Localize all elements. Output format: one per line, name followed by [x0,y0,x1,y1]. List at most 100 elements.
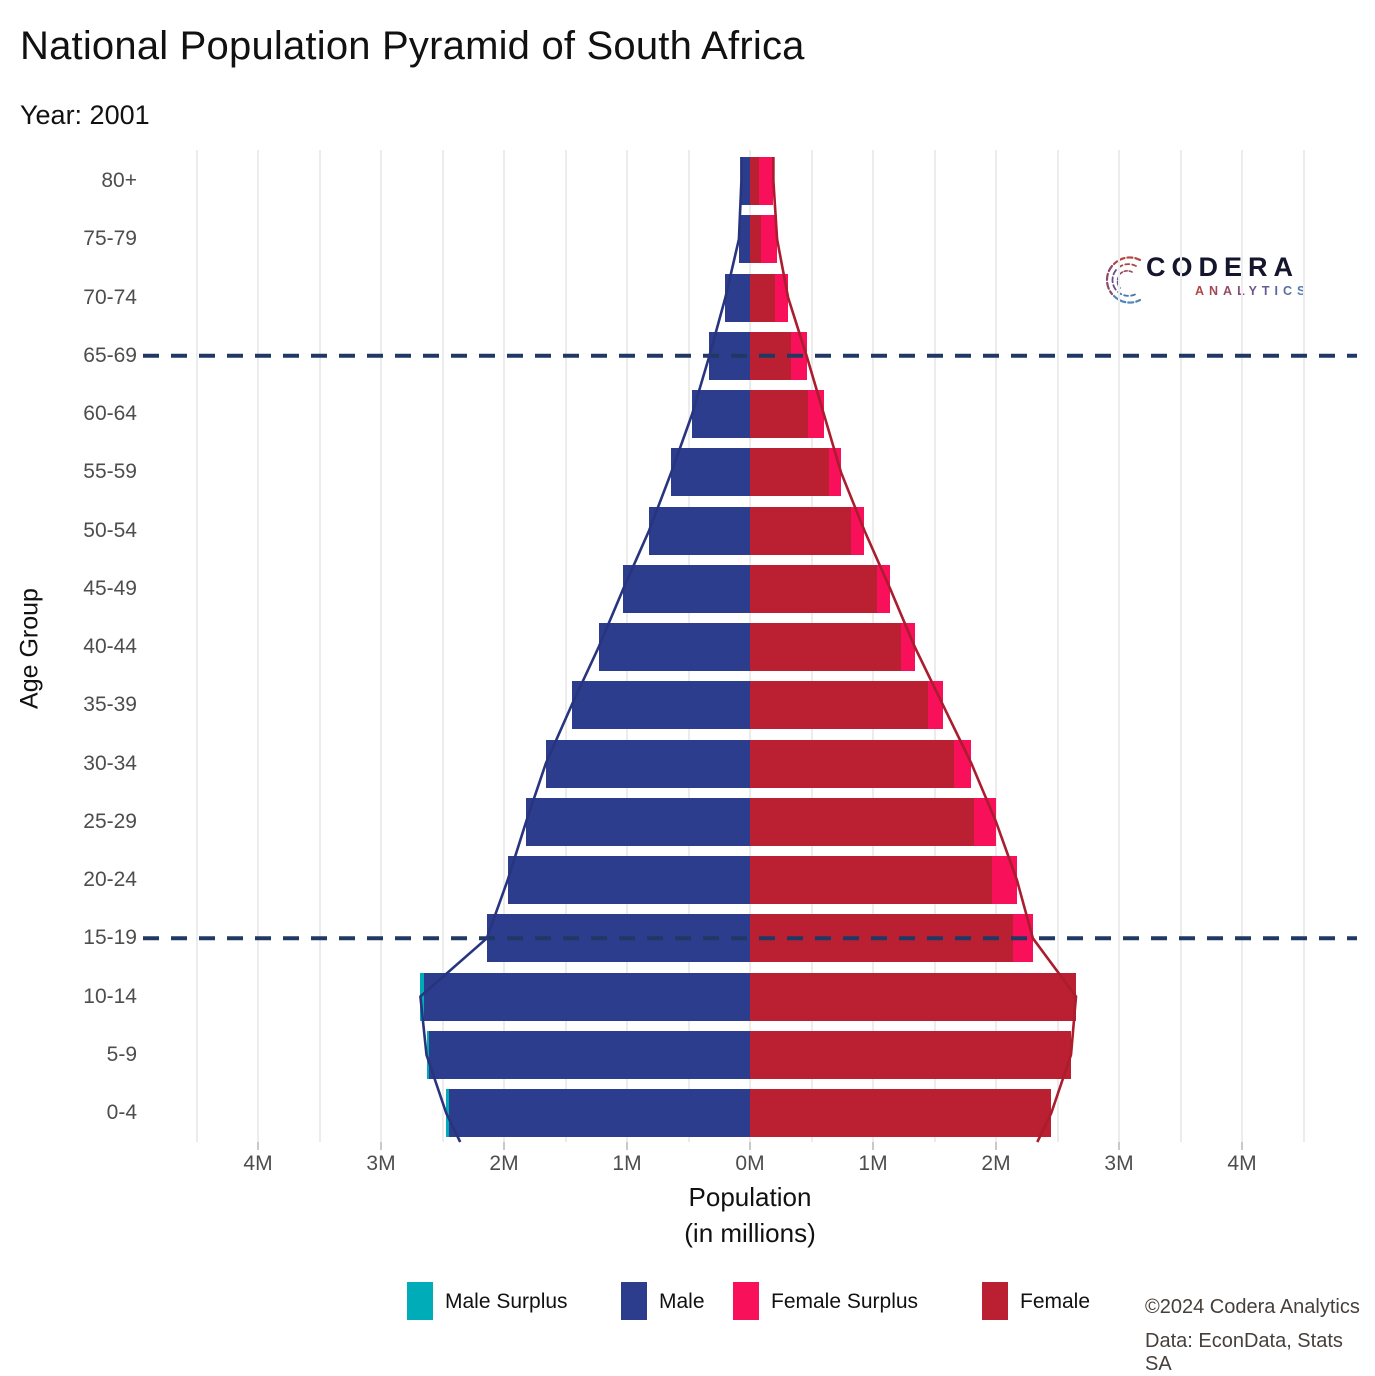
age-label-25-29: 25-29 [83,809,137,833]
x-tick-mark [872,1142,874,1150]
gridline [1118,150,1120,1142]
x-tick-mark [1241,1142,1243,1150]
female-bar-75-79 [750,215,762,264]
male-bar-80+ [741,157,750,205]
female-surplus-bar-30-34 [954,739,972,788]
x-tick-label: 0M [735,1152,765,1175]
female-surplus-bar-75-79 [761,215,778,264]
y-axis-title: Age Group [15,588,44,709]
female-bar-45-49 [750,564,877,613]
x-tick-label: 4M [243,1152,273,1175]
legend-swatch [621,1282,647,1320]
x-tick-label: 3M [366,1152,396,1175]
male-bar-75-79 [738,215,750,264]
male-bar-0-4 [448,1089,750,1137]
male-bar-45-49 [623,564,750,613]
female-surplus-bar-45-49 [876,564,891,613]
age-label-5-9: 5-9 [106,1042,137,1066]
male-bar-10-14 [424,972,750,1021]
age-label-60-64: 60-64 [83,402,137,425]
female-surplus-bar-20-24 [992,856,1017,904]
age-label-45-49: 45-49 [83,576,137,600]
male-bar-55-59 [671,448,750,497]
x-tick-mark [626,1142,628,1150]
x-tick-label: 2M [981,1152,1011,1175]
x-tick-label: 2M [489,1152,519,1175]
female-bar-55-59 [750,448,829,497]
male-bar-25-29 [526,797,750,846]
legend-label: Male [659,1290,705,1313]
x-tick-mark [380,1142,382,1150]
legend-label: Male Surplus [445,1290,568,1313]
legend-swatch [982,1282,1008,1320]
female-bar-25-29 [750,797,974,846]
age-label-40-44: 40-44 [83,635,137,658]
male-bar-50-54 [649,506,750,555]
x-tick-mark [995,1142,997,1150]
gridline [195,150,198,1142]
legend-swatch [407,1282,433,1320]
age-label-35-39: 35-39 [83,693,137,717]
gridline [257,150,259,1142]
gridline [1179,150,1182,1142]
female-bar-35-39 [750,681,929,730]
age-label-10-14: 10-14 [83,984,137,1008]
age-label-15-19: 15-19 [83,926,137,950]
female-bar-70-74 [750,273,775,322]
female-outline-curve [772,157,1078,1143]
female-surplus-bar-50-54 [850,506,865,555]
x-tick-label: 1M [612,1152,642,1175]
female-bar-0-4 [750,1089,1052,1137]
x-tick-label: 1M [858,1152,888,1175]
x-tick-label: 3M [1104,1152,1134,1175]
age-label-55-59: 55-59 [83,460,137,484]
age-label-65-69: 65-69 [83,343,137,367]
female-bar-40-44 [750,623,902,671]
age-label-20-24: 20-24 [83,868,137,891]
male-bar-20-24 [507,856,750,904]
male-bar-5-9 [428,1030,750,1079]
female-surplus-bar-35-39 [928,681,944,730]
male-outline-curve [419,157,743,1143]
x-tick-mark [749,1142,751,1150]
gridline [564,150,567,1142]
female-surplus-bar-80+ [758,157,774,205]
x-tick-mark [257,1142,259,1150]
data-source-text: Data: EconData, Stats SA [1145,1330,1343,1375]
gridline [1056,150,1059,1142]
female-surplus-bar-40-44 [901,623,915,671]
legend-label: Female [1020,1290,1091,1313]
x-tick-mark [1118,1142,1120,1150]
male-bar-40-44 [598,623,750,671]
gridline [380,150,382,1142]
age-label-50-54: 50-54 [83,518,137,542]
male-bar-60-64 [692,390,750,438]
copyright-text: ©2024 Codera Analytics [1145,1296,1360,1318]
female-bar-60-64 [750,390,808,438]
x-tick-label: 4M [1227,1152,1257,1175]
female-bar-5-9 [750,1030,1072,1079]
chart-subtitle-year: Year: 2001 [20,100,150,130]
x-axis-title-units: (in millions) [684,1218,816,1248]
x-tick-mark [503,1142,505,1150]
age-label-75-79: 75-79 [83,227,137,251]
codera-logo-wordmark: CODERA [1146,252,1300,282]
gridline [1302,150,1305,1142]
gridline [1241,150,1243,1142]
female-bar-20-24 [750,856,993,904]
female-bar-80+ [750,157,759,205]
male-bar-30-34 [545,739,750,788]
male-bar-35-39 [571,681,750,730]
gridline [933,150,936,1142]
gridline [503,150,505,1142]
legend-label: Female Surplus [771,1290,919,1313]
female-bar-30-34 [750,739,955,788]
codera-logo-analytics-text: ANALYTICS [1195,284,1311,298]
age-label-80+: 80+ [101,169,137,192]
legend-swatch [733,1282,759,1320]
age-label-70-74: 70-74 [83,285,137,309]
female-bar-10-14 [750,972,1076,1021]
gridline [318,150,321,1142]
